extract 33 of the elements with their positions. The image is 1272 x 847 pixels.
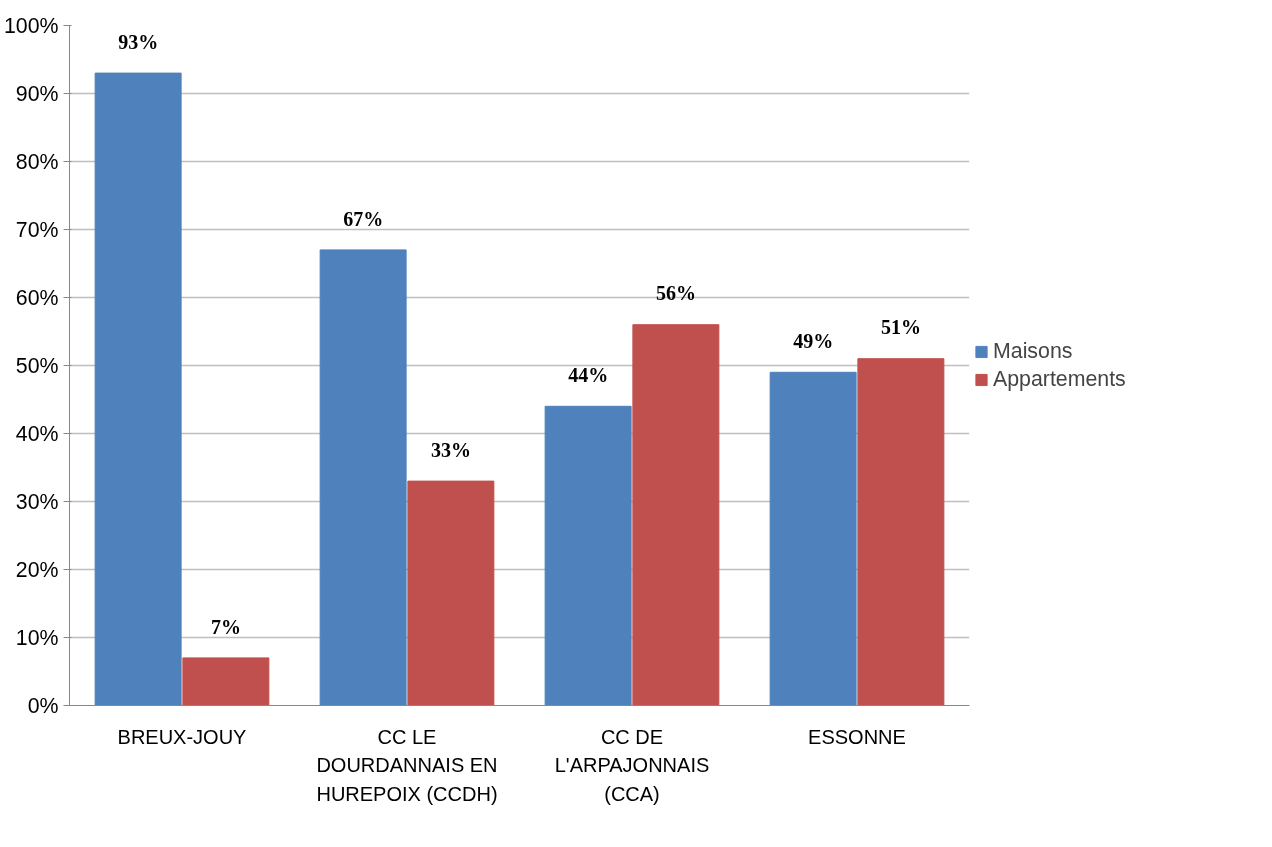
data-label: 7%	[210, 615, 241, 638]
y-tick-label: 100%	[3, 13, 59, 38]
bar	[319, 249, 407, 706]
legend-label: Maisons	[993, 338, 1074, 364]
y-tick-label: 30%	[15, 489, 59, 514]
data-label: 51%	[880, 316, 921, 339]
bar	[857, 358, 945, 706]
bar	[544, 405, 632, 706]
y-tick-label: 50%	[15, 353, 59, 378]
data-label: 49%	[793, 329, 834, 352]
y-tick-label: 90%	[15, 81, 59, 106]
data-label: 67%	[343, 207, 384, 230]
legend-label: Appartements	[993, 366, 1127, 392]
data-label: 33%	[430, 438, 471, 461]
y-tick-label: 60%	[15, 285, 59, 310]
data-label: 93%	[118, 30, 159, 53]
y-tick-label: 70%	[15, 217, 59, 242]
data-label: 56%	[655, 282, 696, 305]
x-tick-label: BREUX-JOUY	[117, 725, 247, 748]
y-tick-label: 80%	[15, 149, 59, 174]
bar	[407, 480, 495, 706]
bar	[769, 371, 857, 706]
y-tick-label: 20%	[15, 557, 59, 582]
x-tick-label: CC LE DOURDANNAIS EN HUREPOIX (CCDH)	[316, 725, 498, 805]
y-tick-label: 40%	[15, 421, 59, 446]
x-tick-label: CC DE L'ARPAJONNAIS (CCA)	[554, 725, 710, 805]
x-tick-label: ESSONNE	[808, 725, 906, 748]
bar	[94, 72, 182, 706]
data-label: 44%	[568, 363, 609, 386]
y-tick-label: 0%	[27, 693, 59, 718]
bar	[182, 657, 270, 706]
bar	[632, 324, 720, 706]
y-tick-label: 10%	[15, 625, 59, 650]
